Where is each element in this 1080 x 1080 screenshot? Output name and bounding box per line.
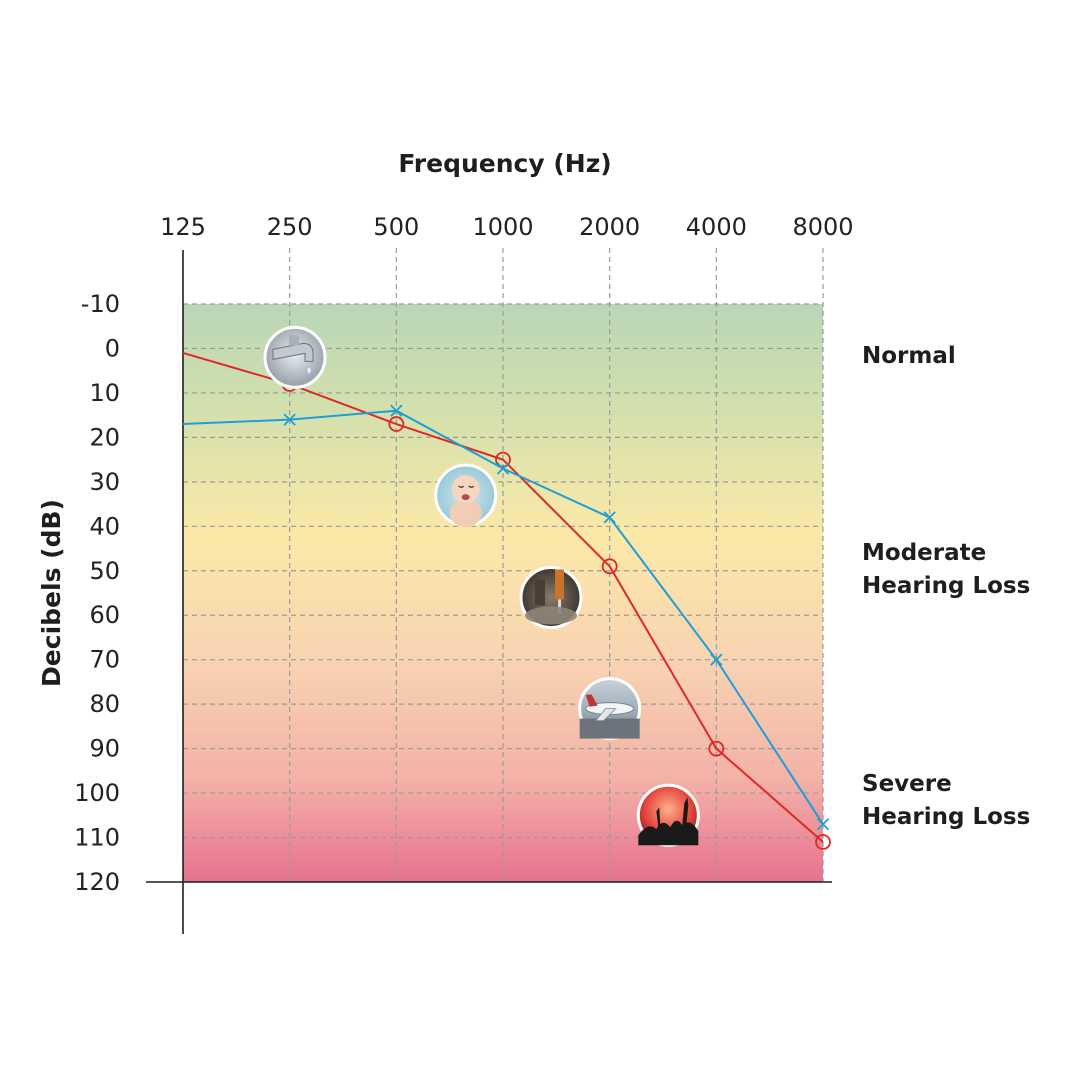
plane-tail xyxy=(585,694,598,707)
x-tick-label-125: 125 xyxy=(160,213,206,241)
crying-baby-icon xyxy=(434,463,498,528)
y-tick-label-110: 110 xyxy=(74,824,120,852)
raised-arm xyxy=(656,807,661,828)
x-tick-label-8000: 8000 xyxy=(792,213,853,241)
y-tick-label-50: 50 xyxy=(89,557,120,585)
grid-lines xyxy=(183,248,824,882)
series-0-point-8000 xyxy=(815,834,831,850)
worker-leg xyxy=(535,579,545,606)
band-label-moderate-line2: Hearing Loss xyxy=(862,573,1031,599)
series-0-point-500 xyxy=(388,416,405,432)
airplane-icon xyxy=(578,677,642,741)
crowd-silhouette xyxy=(638,820,699,846)
y-tick-labels: -10 0 10 20 30 40 50 60 70 80 90 100 110 120 xyxy=(74,290,120,896)
band-label-severe-line1: Severe xyxy=(862,771,952,797)
jackhammer-icon-glyph xyxy=(525,569,577,625)
y-tick-label-10: 10 xyxy=(89,379,120,407)
baby-eyes xyxy=(458,485,475,488)
series-0-point-4000 xyxy=(708,740,725,757)
x-axis-title: Frequency (Hz) xyxy=(398,149,611,178)
y-tick-label-90: 90 xyxy=(89,735,120,763)
series-1-point-250 xyxy=(283,413,296,426)
airplane-icon-glyph xyxy=(579,694,640,739)
rubble xyxy=(525,606,577,625)
y-tick-label-80: 80 xyxy=(89,690,120,718)
series-1-point-500 xyxy=(390,404,403,417)
raised-hand xyxy=(682,797,689,826)
water-drop xyxy=(306,366,312,375)
concert-crowd-icon-glyph xyxy=(638,797,699,846)
dripping-faucet-icon xyxy=(263,325,327,389)
y-tick-label-100: 100 xyxy=(74,779,120,807)
baby-body xyxy=(449,499,482,528)
y-tick-label-60: 60 xyxy=(89,601,120,629)
y-tick-label--10: -10 xyxy=(81,290,120,318)
dripping-faucet-icon-glyph xyxy=(272,335,314,375)
faucet-spout xyxy=(272,342,314,362)
jackhammer-body xyxy=(555,569,564,600)
baby-head xyxy=(451,475,480,504)
band-label-moderate-line1: Moderate xyxy=(862,540,987,566)
x-tick-label-4000: 4000 xyxy=(686,213,747,241)
jackhammer-icon xyxy=(519,565,583,629)
y-tick-label-70: 70 xyxy=(89,646,120,674)
y-tick-label-120: 120 xyxy=(74,868,120,896)
series-0-point-1000 xyxy=(495,451,511,468)
x-tick-label-250: 250 xyxy=(267,213,313,241)
series-1-point-1000 xyxy=(496,462,510,475)
y-tick-label-40: 40 xyxy=(89,512,120,540)
tarmac xyxy=(579,718,640,739)
x-tick-label-2000: 2000 xyxy=(579,213,640,241)
jackhammer-bit xyxy=(558,599,561,614)
x-tick-label-500: 500 xyxy=(373,213,419,241)
y-tick-label-30: 30 xyxy=(89,468,120,496)
baby-mouth xyxy=(461,494,470,501)
y-tick-label-0: 0 xyxy=(105,334,120,362)
x-tick-label-1000: 1000 xyxy=(472,213,533,241)
series-1-point-8000 xyxy=(816,818,830,831)
y-axis-title: Decibels (dB) xyxy=(37,499,66,687)
concert-crowd-icon xyxy=(636,783,700,847)
band-label-severe-line2: Hearing Loss xyxy=(862,804,1031,830)
axes xyxy=(146,250,832,934)
band-label-normal: Normal xyxy=(862,343,956,369)
x-tick-labels: 125 250 500 1000 2000 4000 8000 xyxy=(160,213,853,241)
plane-wing xyxy=(594,708,617,721)
series-1-point-4000 xyxy=(710,653,723,666)
sound-examples xyxy=(263,325,700,847)
series-1-point-2000 xyxy=(603,511,616,524)
band-label-severe: Severe Hearing Loss xyxy=(862,768,1030,834)
series-0-point-2000 xyxy=(601,558,618,575)
y-tick-label-20: 20 xyxy=(89,423,120,451)
crying-baby-icon-glyph xyxy=(449,475,482,528)
band-label-moderate: Moderate Hearing Loss xyxy=(862,537,1030,603)
faucet-handle xyxy=(289,335,299,346)
